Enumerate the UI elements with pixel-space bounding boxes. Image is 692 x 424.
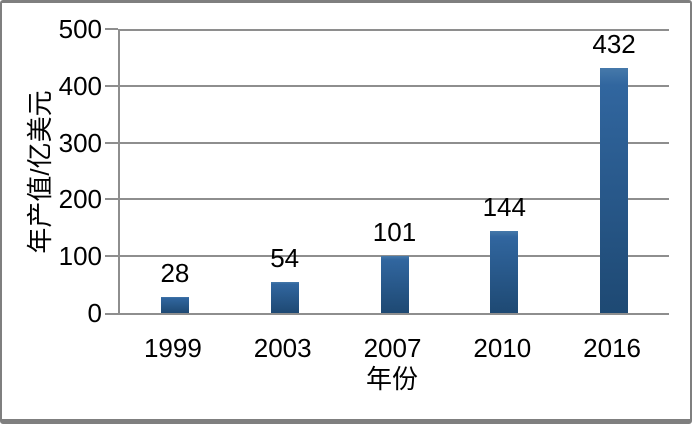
y-axis-tick-400 [105,84,118,87]
y-tick-label-100: 100 [58,241,102,272]
bar-1999 [160,297,189,313]
gridline-400 [120,84,669,87]
x-tick-label-2016: 2016 [583,333,642,363]
y-tick-label-500: 500 [58,14,102,44]
bar-2016 [600,67,629,313]
bar-2007 [380,255,409,313]
x-tick-label-2003: 2003 [253,333,312,363]
y-tick-label-300: 300 [58,127,102,158]
y-axis-tick-100 [105,255,118,258]
gridline-200 [120,198,669,201]
bar-2010 [490,231,519,313]
bar-value-label-2003: 54 [270,243,300,274]
y-axis-tick-0 [105,313,118,315]
y-axis-tick-300 [105,141,118,144]
y-axis-title: 年产值/亿美元 [25,90,55,254]
bar-2003 [270,282,299,313]
y-tick-label-0: 0 [87,298,102,328]
gridline-500 [120,29,669,31]
y-axis-tick-200 [105,198,118,201]
bar-value-label-2007: 101 [372,216,417,247]
y-tick-label-200: 200 [58,184,102,215]
x-tick-label-2007: 2007 [363,333,422,363]
x-axis-title: 年份 [365,364,418,394]
y-tick-label-400: 400 [58,70,102,101]
bar-value-label-2016: 432 [592,28,636,59]
x-tick-label-1999: 1999 [143,333,202,363]
bar-value-label-1999: 28 [160,258,190,289]
bar-value-label-2010: 144 [482,192,526,223]
x-tick-label-2010: 2010 [473,333,532,363]
plot-area: 28 54 101 144 432 [105,28,669,315]
y-axis-tick-500 [105,28,118,30]
gridline-300 [120,141,669,144]
